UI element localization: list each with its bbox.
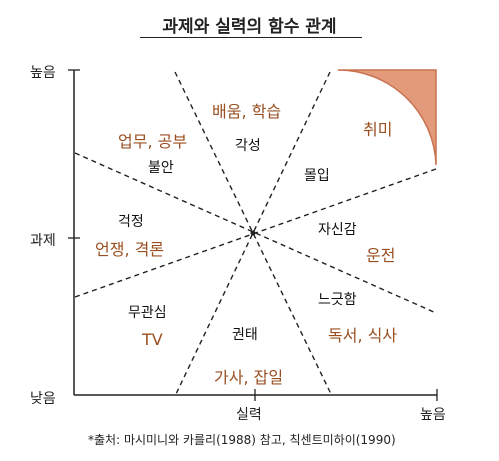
zone-hobby-activity: 취미 [363,120,393,139]
x-axis-high-label: 높음 [420,407,446,423]
x-axis-title: 실력 [236,407,262,423]
zone-apathy-state: 무관심 [128,305,167,321]
center-point [250,230,256,236]
zone-apathy-activity: TV [142,330,163,349]
zone-confidence-activity: 운전 [366,246,396,265]
zone-confidence-state: 자신감 [318,222,357,238]
divider-line-3 [74,152,437,314]
diagram-title: 과제와 실력의 함수 관계 [162,17,337,37]
zone-worry-activity: 언쟁, 격론 [95,240,165,259]
y-axis-title: 과제 [30,233,56,249]
title-underline [140,37,362,38]
y-axis-low-label: 낮음 [30,391,56,407]
zone-relaxation-state: 느긋함 [318,292,357,308]
zone-relaxation-activity: 독서, 식사 [328,326,398,345]
source-footnote: *출처: 마시미니와 카를리(1988) 참고, 칙센트미하이(1990) [88,433,396,447]
zone-flow-state: 몰입 [304,168,330,184]
zone-learning-activity: 배움, 학습 [212,102,282,121]
zone-arousal-state: 각성 [235,138,261,154]
zone-anxiety-state: 불안 [148,160,174,176]
zone-worry-state: 걱정 [118,214,144,230]
zone-boredom-activity: 가사, 잡일 [214,368,284,387]
zone-anxiety-activity: 업무, 공부 [118,132,188,151]
divider-line-1 [174,71,332,395]
divider-line-2 [175,71,331,395]
flow-region [337,69,437,166]
y-axis-high-label: 높음 [30,65,56,81]
zone-boredom-state: 권태 [232,327,258,343]
